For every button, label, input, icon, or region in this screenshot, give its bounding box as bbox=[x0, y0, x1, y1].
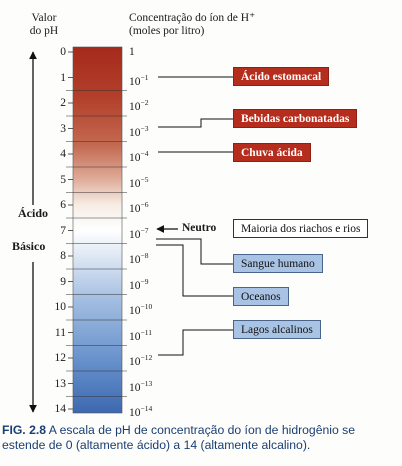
ph-header-line2: do pH bbox=[29, 25, 59, 37]
concentration-value: 10−10 bbox=[129, 302, 153, 317]
concentration-value: 10−5 bbox=[129, 174, 149, 190]
ph-value: 6 bbox=[60, 199, 66, 211]
ph-header: Valor do pH bbox=[20, 12, 68, 38]
concentration-value: 10−3 bbox=[129, 123, 149, 139]
concentration-value: 10−13 bbox=[129, 378, 153, 394]
neutral-example-box: Maioria dos riachos e rios bbox=[233, 219, 369, 238]
concentration-value: 10−4 bbox=[129, 149, 149, 164]
ph-value: 1 bbox=[60, 71, 66, 84]
acid-side-label: Ácido bbox=[18, 206, 48, 220]
concentration-value: 10−14 bbox=[129, 404, 153, 419]
concentration-value: 10−1 bbox=[129, 72, 149, 88]
ph-value: 14 bbox=[54, 403, 67, 415]
human-blood-box: Sangue humano bbox=[233, 254, 323, 273]
ph-value: 13 bbox=[54, 377, 67, 390]
leader-sodas bbox=[158, 118, 233, 128]
acid-stomach-box: Ácido estomacal bbox=[233, 67, 330, 86]
neutral-label: Neutro bbox=[182, 222, 217, 234]
base-side-label: Básico bbox=[12, 239, 46, 253]
sodas-box: Bebidas carbonatadas bbox=[233, 109, 358, 128]
leader-alkaline-lakes bbox=[158, 329, 233, 356]
figure-caption: FIG. 2.8 A escala de pH de concentração … bbox=[2, 423, 400, 452]
concentration-value: 10−9 bbox=[129, 276, 149, 292]
concentration-value: 10−8 bbox=[129, 251, 149, 266]
ph-value: 5 bbox=[60, 173, 66, 186]
leader-human-blood bbox=[156, 238, 233, 265]
leader-oceans bbox=[156, 244, 233, 297]
ph-value: 2 bbox=[60, 97, 66, 109]
concentration-header-line1: Concentração do íon de H⁺ bbox=[129, 12, 256, 24]
ph-value: 11 bbox=[54, 326, 66, 339]
ph-gradient-bar bbox=[72, 46, 123, 414]
ph-value: 9 bbox=[60, 275, 66, 288]
ph-value: 8 bbox=[60, 250, 66, 262]
concentration-header-line2: (moles por litro) bbox=[129, 25, 205, 37]
ph-header-line1: Valor bbox=[31, 12, 57, 24]
ph-value: 7 bbox=[60, 224, 66, 237]
ph-value: 12 bbox=[54, 352, 67, 364]
ph-value: 4 bbox=[60, 148, 66, 160]
figure-number: FIG. 2.8 bbox=[2, 423, 47, 437]
oceans-box: Oceanos bbox=[233, 287, 289, 306]
concentration-value: 10−7 bbox=[129, 225, 149, 241]
tick-lines bbox=[66, 51, 127, 410]
concentration-value: 10−6 bbox=[129, 200, 149, 215]
alkaline-lakes-box: Lagos alcalinos bbox=[233, 320, 321, 339]
ph-value: 10 bbox=[54, 301, 67, 313]
figure-caption-text: A escala de pH de concentração do íon de… bbox=[2, 423, 356, 452]
concentration-header: Concentração do íon de H⁺ (moles por lit… bbox=[129, 12, 255, 38]
concentration-value: 10−11 bbox=[129, 327, 152, 343]
acid-rain-box: Chuva ácida bbox=[233, 143, 311, 162]
ph-value: 3 bbox=[60, 122, 66, 135]
ph-value: 0 bbox=[60, 46, 66, 58]
concentration-value: 10−2 bbox=[129, 98, 149, 113]
concentration-value: 10−12 bbox=[129, 353, 153, 368]
concentration-value: 1 bbox=[129, 46, 135, 58]
